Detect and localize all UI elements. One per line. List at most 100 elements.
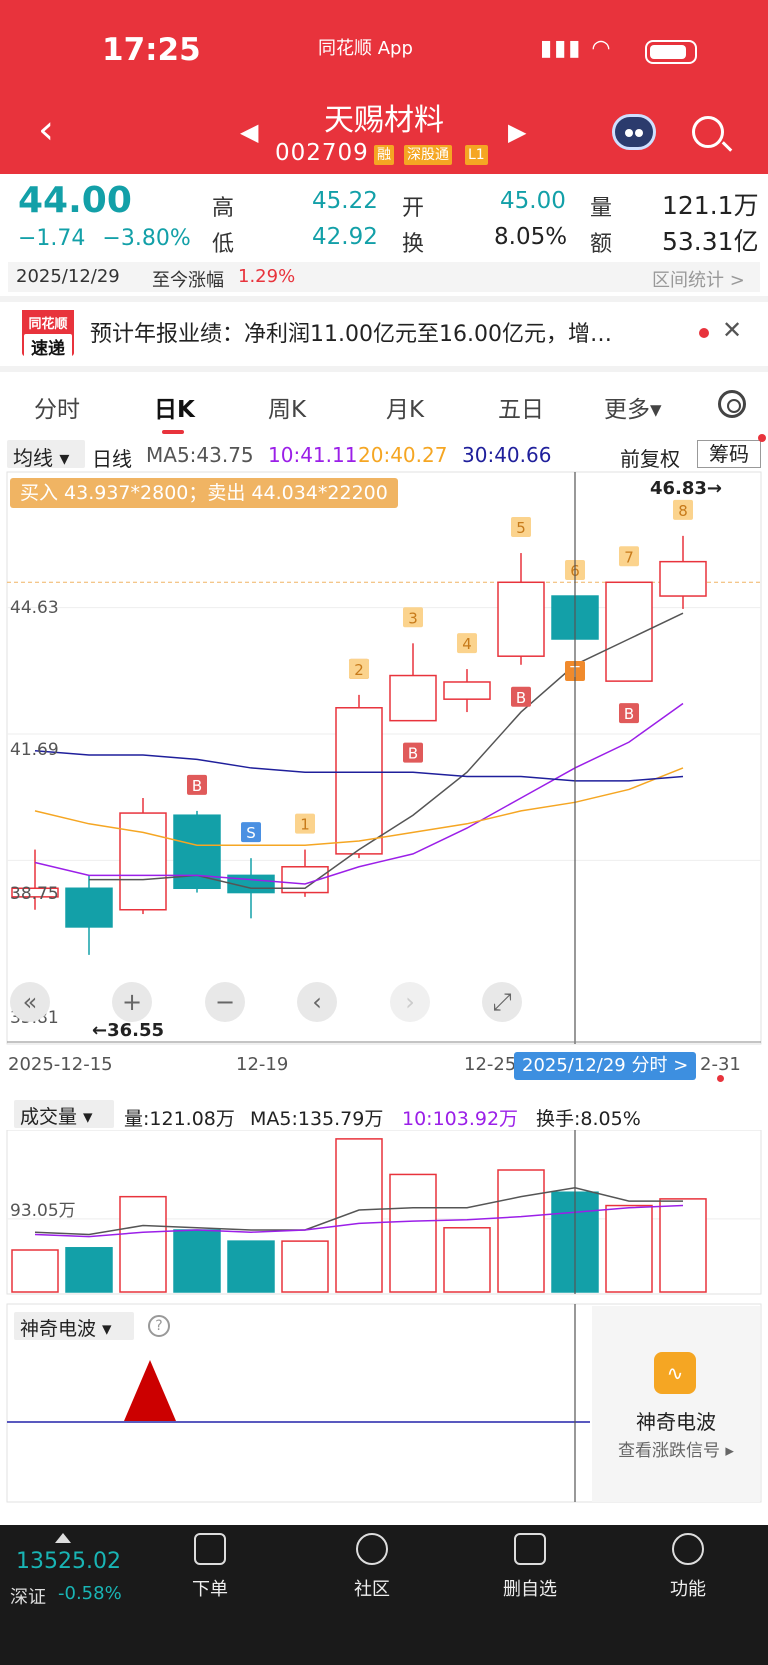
fullscreen-icon[interactable]: ⤢ bbox=[482, 982, 522, 1022]
scroll-right-icon[interactable]: › bbox=[390, 982, 430, 1022]
volume-bar bbox=[227, 1240, 275, 1293]
signal-badge bbox=[295, 813, 315, 834]
signal-label: 1 bbox=[300, 816, 310, 834]
high-label: 高 bbox=[212, 196, 235, 221]
volume-select[interactable]: 成交量 ▾ bbox=[14, 1100, 114, 1128]
indicator-select[interactable]: 神奇电波 ▾ bbox=[14, 1312, 134, 1340]
volume-bar bbox=[65, 1247, 113, 1293]
expand-up-icon[interactable] bbox=[55, 1533, 71, 1543]
back-icon[interactable]: ‹ bbox=[38, 107, 54, 153]
range-stats-link[interactable]: 区间统计 > bbox=[652, 270, 745, 291]
indicator-chart[interactable] bbox=[0, 1300, 768, 1506]
volume-bar bbox=[281, 1240, 329, 1293]
ma10-value: 10:41.11 bbox=[268, 443, 358, 467]
y-label: 38.75 bbox=[10, 884, 59, 904]
rewind-icon[interactable]: « bbox=[10, 982, 50, 1022]
tab-weekly-k[interactable]: 周K bbox=[268, 397, 307, 423]
indicator-frame bbox=[6, 1303, 762, 1503]
nav-community[interactable]: 社区 bbox=[332, 1533, 412, 1601]
signal-badge bbox=[457, 633, 477, 654]
vol-turnover: 换手:8.05% bbox=[536, 1108, 641, 1130]
change-value: −1.74 bbox=[18, 226, 86, 251]
robot-assistant-icon[interactable] bbox=[612, 114, 656, 150]
x-label: 12-19 bbox=[236, 1054, 289, 1075]
community-icon bbox=[356, 1533, 388, 1565]
candle-body bbox=[497, 581, 545, 657]
magic-wave-link[interactable]: 查看涨跌信号 ▸ bbox=[618, 1441, 734, 1461]
volume-bar bbox=[497, 1169, 545, 1293]
wave-icon: ∿ bbox=[654, 1352, 696, 1394]
vol-value: 量:121.08万 bbox=[124, 1108, 235, 1130]
today-dot bbox=[717, 1075, 724, 1082]
bottom-nav: 13525.02 深证 -0.58% 下单 社区 删自选 功能 bbox=[0, 1525, 768, 1665]
indicator-peak bbox=[124, 1360, 176, 1421]
signal-label: B bbox=[408, 745, 418, 763]
low-value: 42.92 bbox=[312, 224, 378, 250]
index-value[interactable]: 13525.02 bbox=[16, 1549, 121, 1574]
volume-chart[interactable] bbox=[0, 1130, 768, 1300]
price-change: −1.74 −3.80% bbox=[18, 226, 191, 251]
adjust-mode[interactable]: 前复权 bbox=[620, 447, 680, 471]
low-label: 低 bbox=[212, 232, 235, 257]
high-value: 45.22 bbox=[312, 188, 378, 214]
kline-chart[interactable]: BS1T23B45B6T7B8 bbox=[0, 470, 768, 1050]
signal-label: 3 bbox=[408, 609, 418, 627]
signal-badge bbox=[241, 822, 261, 843]
since-label: 至今涨幅 bbox=[152, 270, 224, 291]
signal-badge bbox=[511, 686, 531, 707]
tab-daily-k[interactable]: 日K bbox=[154, 397, 195, 423]
candle-body bbox=[119, 812, 167, 911]
bid-ask-tooltip: 买入 43.937*2800；卖出 44.034*22200 bbox=[10, 478, 398, 508]
tab-monthly-k[interactable]: 月K bbox=[386, 397, 425, 423]
zoom-out-icon[interactable]: − bbox=[205, 982, 245, 1022]
low-marker: ←36.55 bbox=[92, 1020, 165, 1041]
volume-bar bbox=[605, 1204, 653, 1293]
stock-name: 天赐材料 bbox=[324, 103, 444, 138]
tab-more[interactable]: 更多▾ bbox=[604, 397, 662, 423]
turnover-label: 换 bbox=[402, 232, 425, 257]
scroll-left-icon[interactable]: ‹ bbox=[297, 982, 337, 1022]
zoom-in-icon[interactable]: + bbox=[112, 982, 152, 1022]
menu-icon bbox=[672, 1533, 704, 1565]
ma-select[interactable]: 均线 ▾ bbox=[7, 440, 85, 470]
signal-label: B bbox=[624, 705, 634, 723]
nav-remove-label: 删自选 bbox=[503, 1579, 557, 1600]
next-stock-icon[interactable]: ▶ bbox=[508, 118, 527, 146]
tag-level: L1 bbox=[465, 145, 488, 165]
status-app-label: 同花顺 App bbox=[318, 38, 413, 59]
since-value: 1.29% bbox=[238, 266, 296, 287]
active-tab-indicator bbox=[162, 430, 184, 434]
amount-label: 额 bbox=[590, 232, 613, 257]
vol-ma10: 10:103.92万 bbox=[402, 1108, 519, 1130]
tag-margin: 融 bbox=[374, 145, 394, 165]
nav-functions[interactable]: 功能 bbox=[648, 1533, 728, 1601]
magic-wave-panel[interactable]: ∿ 神奇电波 查看涨跌信号 ▸ bbox=[592, 1306, 760, 1502]
signal-label: 8 bbox=[678, 502, 688, 520]
date-bar: 2025/12/29 至今涨幅 1.29% 区间统计 > bbox=[8, 262, 760, 292]
search-icon[interactable] bbox=[692, 116, 724, 148]
close-icon[interactable]: ✕ bbox=[722, 316, 743, 344]
period-label: 日线 bbox=[92, 447, 132, 471]
volume-bar bbox=[11, 1249, 59, 1293]
nav-community-label: 社区 bbox=[354, 1579, 390, 1600]
tab-intraday[interactable]: 分时 bbox=[34, 397, 80, 423]
help-icon[interactable]: ? bbox=[148, 1315, 170, 1337]
chips-button[interactable]: 筹码 bbox=[697, 440, 761, 468]
prev-stock-icon[interactable]: ◀ bbox=[240, 118, 259, 146]
news-headline[interactable]: 预计年报业绩：净利润11.00亿元至16.00亿元，增… bbox=[90, 322, 612, 347]
divider bbox=[0, 296, 768, 302]
cursor-date-button[interactable]: 2025/12/29 分时 > bbox=[514, 1052, 697, 1080]
quote-date: 2025/12/29 bbox=[16, 266, 120, 287]
stock-code: 002709 bbox=[275, 140, 369, 166]
signal-label: 7 bbox=[624, 548, 634, 566]
candle-body bbox=[335, 707, 383, 855]
nav-order[interactable]: 下单 bbox=[170, 1533, 250, 1601]
nav-remove-watchlist[interactable]: 删自选 bbox=[490, 1533, 570, 1601]
settings-icon[interactable] bbox=[718, 390, 746, 418]
vol-ma5: MA5:135.79万 bbox=[250, 1108, 384, 1130]
signal-label: 2 bbox=[354, 661, 364, 679]
tag-connect: 深股通 bbox=[404, 145, 452, 165]
candle-body bbox=[659, 560, 707, 597]
news-logo-top: 同花顺 bbox=[22, 310, 74, 332]
tab-five-day[interactable]: 五日 bbox=[498, 397, 544, 423]
